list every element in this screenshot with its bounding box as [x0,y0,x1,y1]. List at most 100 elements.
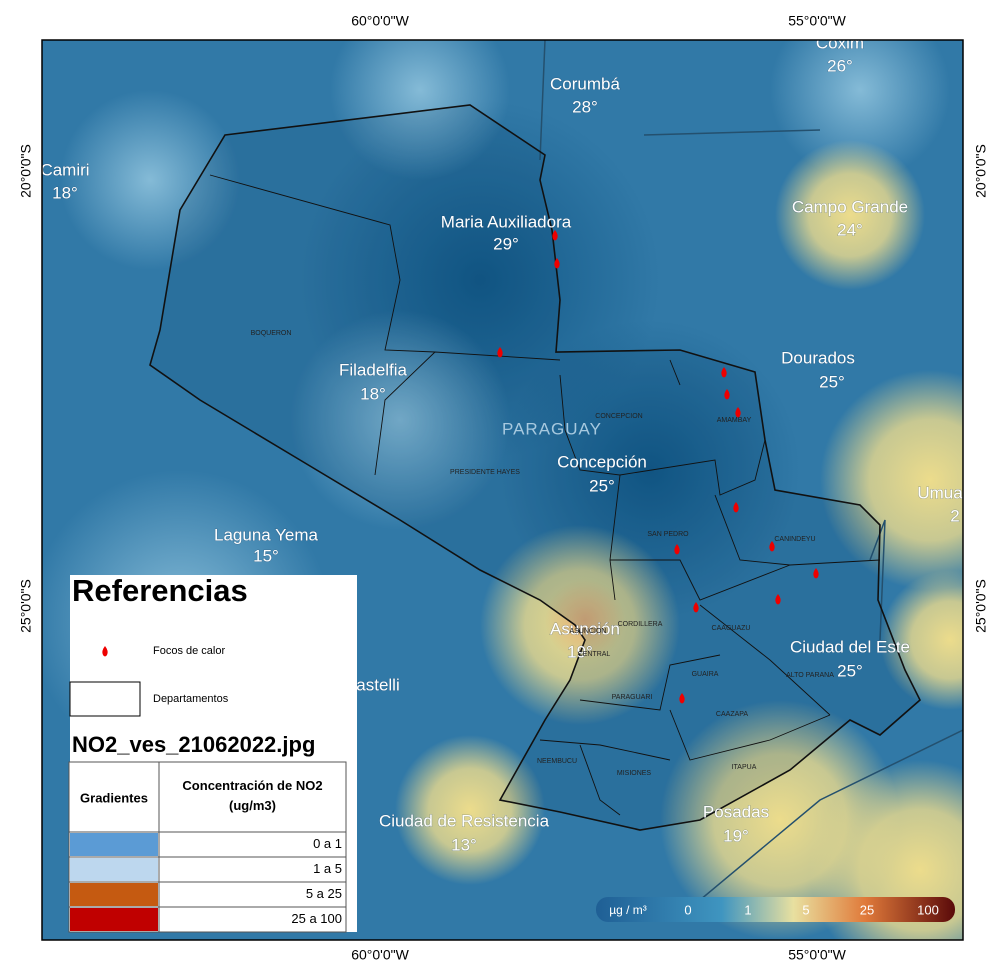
colorbar-tick: 0 [684,902,691,917]
heat-spot [674,544,680,555]
heat-spot [769,541,775,552]
department-label: MISIONES [617,770,652,777]
place-temperature: 19° [723,826,749,845]
place-name: Campo Grande [792,197,908,216]
place-temperature: 13° [451,835,477,854]
department-label: PARAGUARI [612,694,653,701]
department-label: CONCEPCION [595,413,642,420]
longitude-label: 55°0'0"W [788,947,846,963]
country-name: PARAGUAY [502,419,602,438]
department-label: AMAMBAY [717,417,752,424]
gradient-swatch [70,858,158,881]
heat-spot [552,230,558,241]
heat-spot [721,367,727,378]
heat-spot [679,693,685,704]
heat-spot [735,407,741,418]
place-temperature: 29° [493,234,519,253]
place-name: Ciudad del Este [790,637,910,656]
place-name: Filadelfia [339,360,408,379]
department-label: BOQUERON [251,330,292,337]
colorbar: µg / m³ 0 1 5 25 100 [596,897,955,922]
heat-spot [693,602,699,613]
department-label: CAAGUAZU [712,625,751,632]
range-label: 1 a 5 [313,861,342,876]
place-name: Asunción [550,619,620,638]
department-label: CAAZAPA [716,711,748,718]
place-temperature: 25° [589,476,615,495]
heat-spot [554,258,560,269]
place-name: Posadas [703,802,769,821]
place-name: Camiri [40,160,89,179]
legend-item: Departamentos [153,693,229,705]
range-label: 5 a 25 [306,886,342,901]
department-label: ALTO PARANA [786,672,834,679]
heat-spot [813,568,819,579]
place-name: Coxim [816,33,864,52]
gradient-swatch [70,908,158,931]
latitude-label: 25°0'0"S [18,579,34,633]
department-label: PRESIDENTE HAYES [450,469,520,476]
gradient-swatch [70,883,158,906]
fire-symbol [102,646,108,657]
legend-table: Gradientes Concentración de NO2 (ug/m3) 0 … [68,761,347,933]
department-label: NEEMBUCU [537,758,577,765]
longitude-label: 55°0'0"W [788,13,846,29]
place-temperature: 26° [827,56,853,75]
department-label: SAN PEDRO [647,531,689,538]
paraguay-border [149,104,921,831]
colorbar-ramp [596,897,955,922]
longitude-label: 60°0'0"W [351,13,409,29]
department-label: CORDILLERA [618,621,663,628]
place-name: Maria Auxiliadora [441,212,572,231]
heat-spot [775,594,781,605]
department-label: ASUNCION [570,628,607,635]
latitude-label: 20°0'0"S [973,144,989,198]
department-symbol [69,681,141,717]
map-labels: Coxim 26° Corumbá 28° Camiri 18° Campo Grande 2… [40,33,963,855]
place-temperature: 28° [572,97,598,116]
place-temperature: 18° [52,183,78,202]
gradient-swatch [70,833,158,856]
place-name: Corumbá [550,74,620,93]
department-label: ITAPUA [732,764,757,771]
range-label: 0 a 1 [313,836,342,851]
place-name: Concepción [557,452,647,471]
place-temperature: 15° [253,546,279,565]
colorbar-tick: 25 [860,902,874,917]
department-label: CANINDEYU [774,536,815,543]
department-borders [209,174,881,816]
longitude-label: 60°0'0"W [351,947,409,963]
colorbar-unit: µg / m³ [609,903,647,917]
table-header: Gradientes [80,790,148,805]
place-name: Dourados [781,348,855,367]
legend-item: Focos de calor [153,645,225,657]
latitude-label: 25°0'0"S [973,579,989,633]
heat-spot [733,502,739,513]
image-name: NO2_ves_21062022.jpg [72,732,315,757]
header-wrap: Concentración de NO2 (ug/m3) [182,778,323,813]
heat-spot [497,347,503,358]
legend: Referencias Focos de calor Departamentos… [68,573,357,933]
place-temperature: 24° [837,220,863,239]
department-label: CENTRAL [578,651,611,658]
place-name: astelli [356,675,399,694]
place-temperature: 25° [837,661,863,680]
place-temperature: 19° [567,642,593,661]
department-label: GUAIRA [692,671,719,678]
map-frame [41,39,964,941]
river [539,40,963,901]
basemap: Coxim 26° Corumbá 28° Camiri 18° Campo Grande 2… [40,33,963,940]
colorbar-tick: 100 [917,902,939,917]
place-name: Ciudad de Resistencia [379,811,550,830]
latitude-label: 20°0'0"S [18,144,34,198]
heat-spot [724,389,730,400]
place-temperature: 18° [360,384,386,403]
place-temperature: 2 [950,506,959,525]
place-temperature: 25° [819,372,845,391]
colorbar-tick: 5 [802,902,809,917]
range-label: 25 a 100 [291,911,342,926]
place-name: Laguna Yema [214,525,319,544]
table-header: Concentración de NO2 (ug/m3) [182,778,323,813]
legend-title: Referencias [72,573,248,608]
